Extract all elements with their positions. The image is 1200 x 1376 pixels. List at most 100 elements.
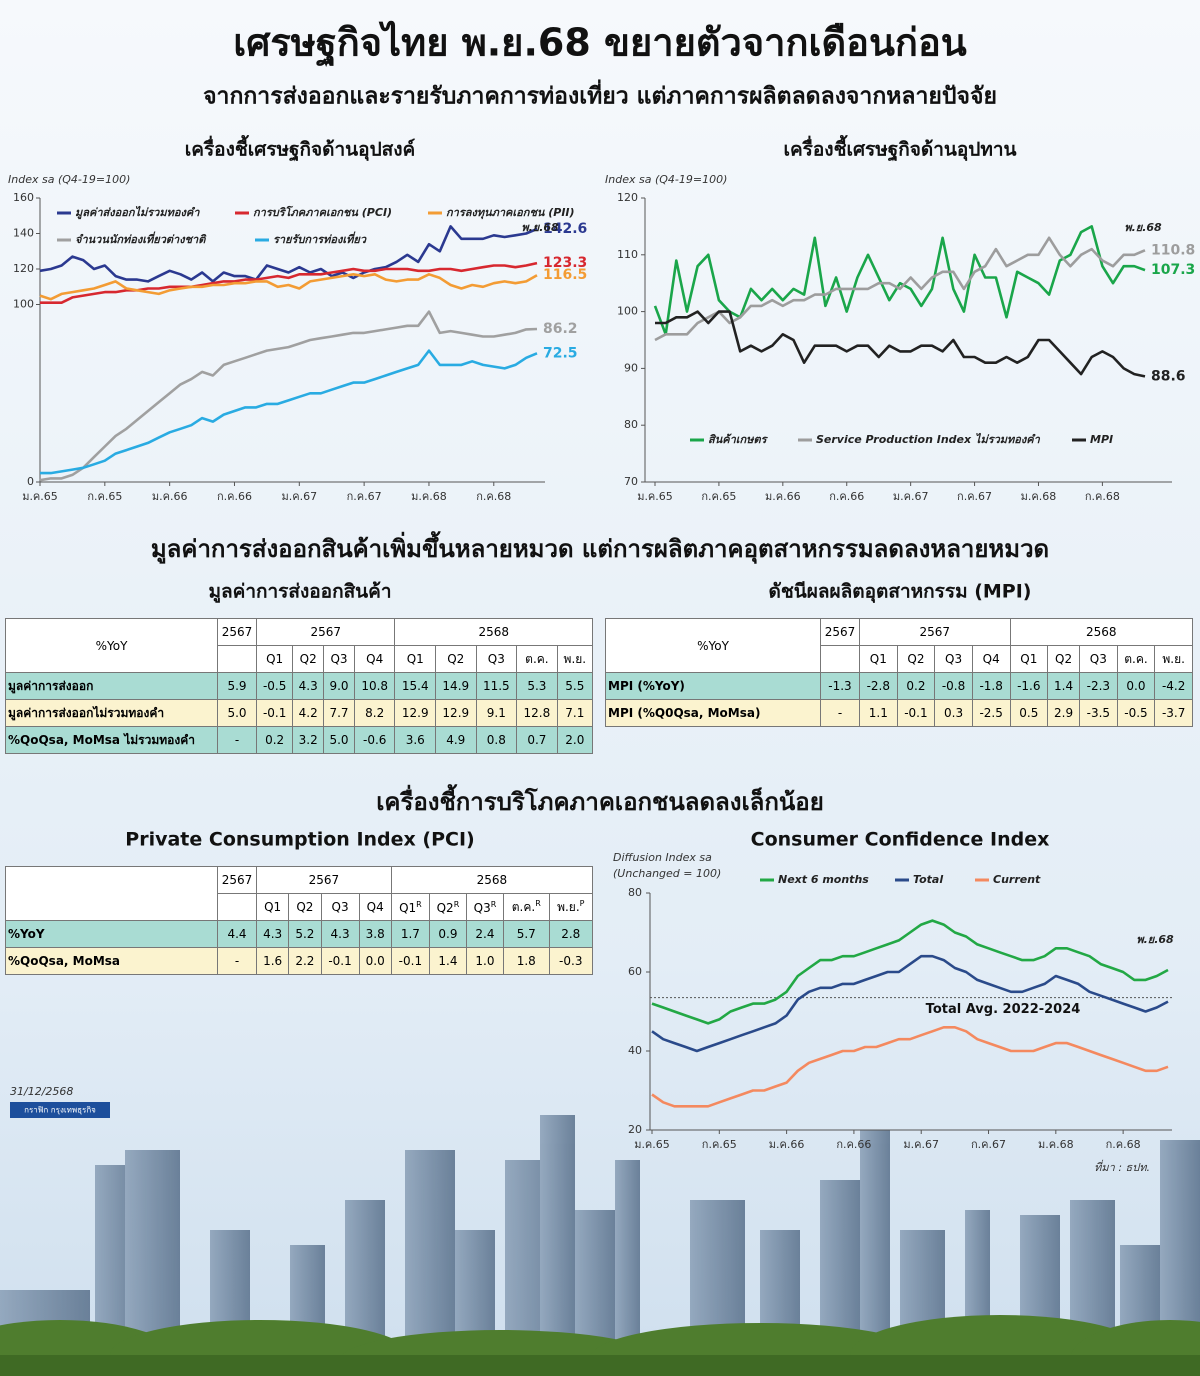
cell: 0.2: [255, 726, 294, 754]
subtitle: จากการส่งออกและรายรับภาคการท่องเที่ยว แต…: [203, 79, 997, 110]
y-axis-label: Index sa (Q4-19=100): [605, 173, 727, 186]
y-tick-label: 120: [617, 191, 638, 204]
reference-label: Total Avg. 2022-2024: [926, 1002, 1081, 1017]
cell: 0.0: [1116, 672, 1156, 700]
y-tick-label: 160: [13, 191, 34, 204]
cell: 1.1: [859, 699, 898, 727]
column-header: พ.ย.: [1154, 645, 1193, 673]
annotation: พ.ย.68: [1136, 933, 1174, 946]
series-line: [39, 225, 538, 283]
x-tick-label: ก.ค.68: [1085, 490, 1120, 503]
end-label: 142.6: [543, 221, 587, 237]
cell: 5.7: [502, 920, 550, 948]
cell: -3.5: [1079, 699, 1118, 727]
x-tick-label: ม.ค.68: [1038, 1138, 1074, 1151]
table-title: มูลค่าการส่งออกสินค้า: [208, 581, 391, 604]
cell: 12.8: [516, 699, 558, 727]
y-tick-label: 140: [13, 227, 34, 240]
x-tick-label: ม.ค.65: [637, 490, 673, 503]
revision-mark: R: [490, 899, 497, 909]
cell: 3.2: [292, 726, 325, 754]
corner-cell: %YoY: [5, 618, 218, 673]
series-line: [39, 273, 538, 301]
column-header: Q3R: [465, 893, 504, 921]
cell: 7.1: [556, 699, 594, 727]
x-tick-label: ก.ค.68: [476, 490, 511, 503]
data-row: มูลค่าการส่งออกไม่รวมทองคำ 5.0 -0.1 4.2 7.7 8…: [5, 699, 594, 727]
row-label: มูลค่าการส่งออกไม่รวมทองคำ: [5, 699, 218, 727]
cell: 9.1: [475, 699, 518, 727]
series-line: [39, 310, 538, 482]
series-line: [654, 236, 1146, 342]
cell: -0.3: [548, 947, 594, 975]
row-label: MPI (%YoY): [605, 672, 821, 700]
column-label: Q1: [399, 900, 417, 915]
cell: 0.5: [1009, 699, 1049, 727]
cell: -4.2: [1154, 672, 1193, 700]
cell: -1.3: [820, 672, 860, 700]
x-tick-label: ม.ค.68: [411, 490, 447, 503]
cell: 3.8: [358, 920, 392, 948]
end-label: 116.5: [543, 267, 587, 283]
year-header: 2567: [217, 618, 257, 646]
cell: -0.8: [934, 672, 973, 700]
column-label: Q2: [436, 900, 454, 915]
data-row: MPI (%Q0Qsa, MoMsa) -1.1 -0.1 0.3 -2.5 0.5 2.9…: [605, 699, 1193, 727]
cell: 14.9: [435, 672, 477, 700]
cell: 2.8: [548, 920, 594, 948]
y-tick-label: 110: [617, 248, 638, 261]
column-header: Q1R: [390, 893, 430, 921]
x-tick-label: ม.ค.66: [152, 490, 188, 503]
cell: -0.5: [1116, 699, 1156, 727]
group-header: 2568: [390, 866, 594, 894]
cell: 2.4: [465, 920, 504, 948]
end-label: 107.3: [1151, 262, 1195, 278]
cell: -: [217, 726, 257, 754]
legend-label: MPI: [1090, 433, 1113, 446]
column-label: Q3: [473, 900, 491, 915]
cell: 4.9: [435, 726, 477, 754]
logo-box: [10, 1102, 110, 1118]
cell: -1.6: [1009, 672, 1049, 700]
legend-label: จำนวนนักท่องเที่ยวต่างชาติ: [75, 231, 206, 246]
y-tick-label: 90: [624, 361, 638, 374]
data-table: %YoY 2567 2567 2568 Q1 Q2 Q3 Q4 Q1 Q2 Q3 ต.ค. พ.ย. MP…: [605, 618, 1193, 727]
group-header: 2567: [859, 618, 1011, 646]
cell: -0.1: [390, 947, 430, 975]
group-header: 2567: [255, 618, 396, 646]
annotation: พ.ย.68: [1124, 221, 1162, 234]
y-tick-label: 100: [13, 298, 34, 311]
column-header: Q1: [859, 645, 898, 673]
revision-mark: R: [535, 898, 541, 908]
column-header: ต.ค.: [1116, 645, 1156, 673]
cell: 4.4: [217, 920, 257, 948]
cell: 1.8: [502, 947, 550, 975]
logo: กราฟิก กรุงเทพธุรกิจ: [24, 1106, 96, 1115]
series-line: [651, 1026, 1169, 1108]
year-header: 2567: [217, 866, 257, 894]
cell: 1.6: [255, 947, 290, 975]
table-title: Private Consumption Index (PCI): [125, 829, 474, 851]
x-tick-label: ก.ค.67: [347, 490, 382, 503]
cell: -0.1: [896, 699, 936, 727]
trees: [0, 1315, 1200, 1376]
column-header: Q2: [435, 645, 477, 673]
legend-label: Service Production Index ไม่รวมทองคำ: [816, 432, 1041, 446]
column-header: พ.ย.: [556, 645, 594, 673]
data-row: %YoY 4.4 4.3 5.2 4.3 3.8 1.7 0.9 2.4 5.7 2.8: [5, 920, 594, 948]
y-tick-label: 70: [624, 475, 638, 488]
group-header: 2568: [1009, 618, 1193, 646]
column-header: พ.ย.P: [548, 893, 594, 921]
y-tick-label: 60: [628, 965, 642, 978]
row-label: %QoQsa, MoMsa: [5, 947, 218, 975]
section-title: เครื่องชี้การบริโภคภาคเอกชนลดลงเล็กน้อย: [376, 783, 824, 816]
end-label: 72.5: [543, 345, 578, 361]
cell: 11.5: [475, 672, 518, 700]
corner-cell: [5, 866, 218, 921]
cell: 12.9: [435, 699, 477, 727]
x-tick-label: ก.ค.67: [971, 1138, 1006, 1151]
cell: -: [217, 947, 257, 975]
end-label: 86.2: [543, 321, 578, 337]
column-header: Q3: [320, 893, 360, 921]
